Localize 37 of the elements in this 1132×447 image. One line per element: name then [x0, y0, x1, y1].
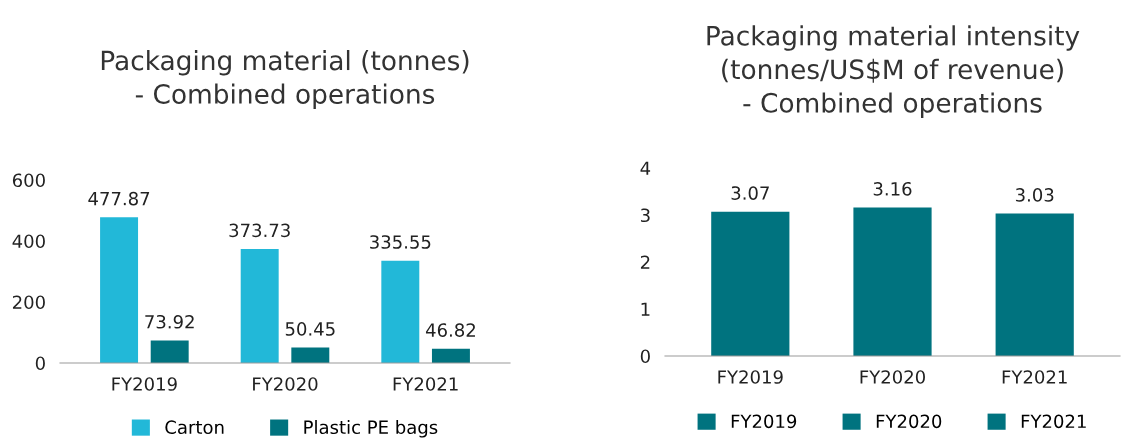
x-tick-label: FY2020 — [253, 377, 318, 391]
legend-label: Plastic PE bags — [304, 420, 438, 438]
data-label: 3.16 — [873, 181, 912, 196]
bar — [291, 347, 330, 363]
x-tick-label: FY2019 — [718, 370, 783, 384]
bar — [150, 340, 189, 363]
y-tick-label: 3 — [641, 208, 650, 223]
chart-title: Packaging material (tonnes) - Combined operations — [101, 50, 469, 110]
legend-label: Carton — [165, 420, 224, 435]
y-tick-label: 400 — [12, 234, 45, 249]
data-label: 335.55 — [370, 235, 431, 249]
y-tick-label: 0 — [35, 356, 45, 371]
x-tick-label: FY2021 — [393, 377, 458, 391]
chart-title: Packaging material intensity (tonnes/US$M of revenue) - Combined operations — [707, 25, 1080, 118]
legend-label: FY2020 — [876, 414, 942, 429]
data-label: 3.07 — [731, 186, 769, 200]
y-tick-label: 2 — [640, 255, 650, 269]
y-tick-label: 600 — [12, 173, 45, 188]
x-tick-label: FY2021 — [1002, 370, 1067, 384]
data-label: 477.87 — [88, 191, 150, 206]
y-tick-label: 0 — [640, 349, 650, 364]
bar — [240, 249, 279, 363]
y-tick-label: 1 — [641, 302, 650, 316]
data-label: 373.73 — [229, 223, 290, 238]
y-tick-label: 4 — [640, 161, 651, 175]
data-label: 73.92 — [145, 314, 194, 329]
bar — [381, 260, 420, 363]
bar — [100, 217, 139, 363]
x-tick-label: FY2019 — [112, 377, 177, 391]
legend-label: FY2019 — [731, 414, 797, 429]
y-tick-label: 200 — [12, 295, 45, 310]
data-label: 3.03 — [1015, 188, 1054, 202]
x-tick-label: FY2020 — [860, 370, 925, 384]
legend-label: FY2021 — [1021, 414, 1086, 429]
data-label: 46.82 — [425, 323, 475, 337]
bar — [431, 348, 470, 363]
data-label: 50.45 — [285, 322, 335, 336]
